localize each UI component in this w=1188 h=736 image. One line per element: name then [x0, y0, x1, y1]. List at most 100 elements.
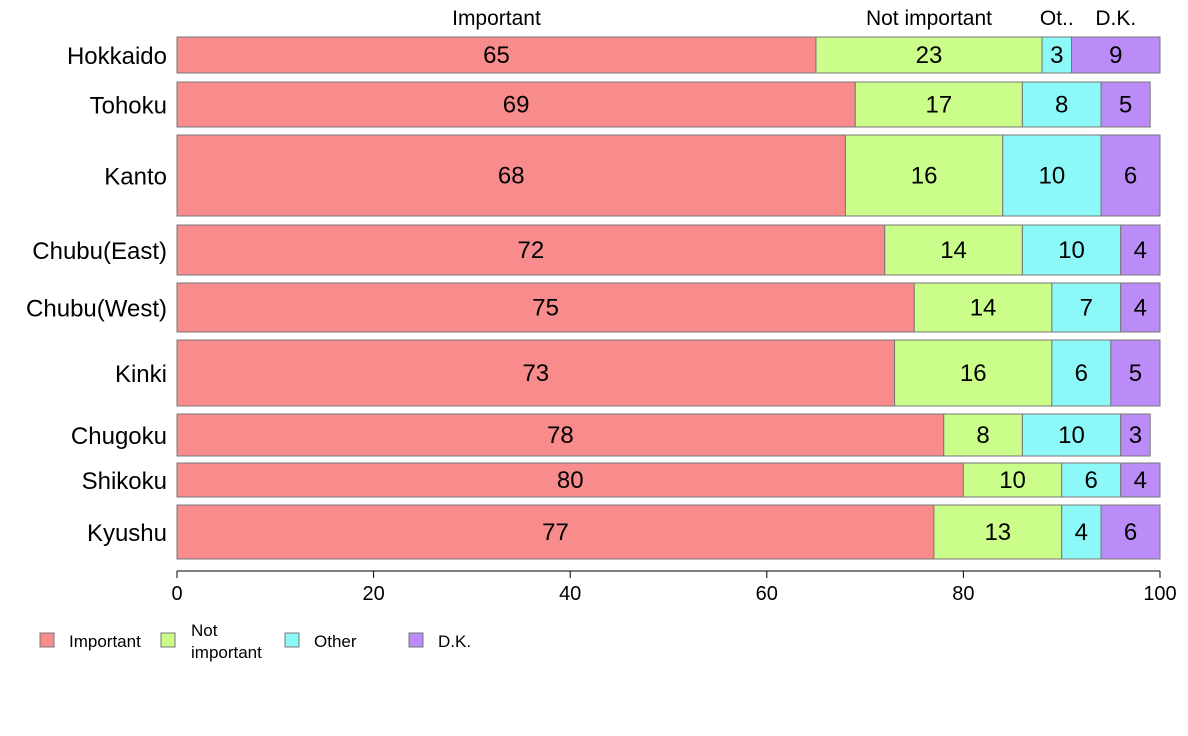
bar-kyushu-not-important	[933, 504, 1063, 560]
bar-chubu-west-not-important	[913, 282, 1053, 333]
legend-swatch-d-k	[408, 632, 424, 648]
data-label-chubu-east-important: 72	[518, 237, 545, 264]
x-tick-label: 80	[952, 583, 974, 605]
bar-kinki-important	[176, 339, 896, 407]
x-tick-label: 0	[171, 583, 182, 605]
bar-hokkaido-not-important	[815, 36, 1043, 74]
legend-label-other: Other	[314, 632, 357, 651]
data-label-kinki-d-k: 5	[1129, 360, 1142, 387]
legend: Important Not important Other D.K.	[39, 621, 471, 662]
bar-kanto-d-k	[1100, 134, 1161, 217]
bar-kyushu-d-k	[1100, 504, 1161, 560]
legend-label-not-important: Not important	[191, 621, 262, 662]
data-label-shikoku-not-important: 10	[999, 467, 1026, 494]
data-label-tohoku-other: 8	[1055, 92, 1068, 119]
legend-item-not-important: Not important	[160, 621, 262, 662]
bar-kanto-not-important	[844, 134, 1004, 217]
column-header-d-k: D.K.	[1095, 7, 1136, 30]
data-label-chubu-west-important: 75	[532, 295, 559, 322]
data-label-tohoku-important: 69	[503, 92, 530, 119]
data-label-shikoku-d-k: 4	[1134, 467, 1147, 494]
category-label-chubu-east: Chubu(East)	[32, 238, 167, 265]
data-label-hokkaido-not-important: 23	[916, 42, 943, 69]
category-label-hokkaido: Hokkaido	[67, 43, 167, 70]
column-header-important: Important	[452, 7, 541, 30]
legend-label-d-k: D.K.	[438, 632, 471, 651]
bar-chubu-east-not-important	[884, 224, 1023, 276]
category-labels: Hokkaido Tohoku Kanto Chubu(East) Chubu(West…	[26, 43, 167, 547]
bar-chubu-east-important	[176, 224, 886, 276]
bar-hokkaido-d-k	[1071, 36, 1161, 74]
data-label-tohoku-d-k: 5	[1119, 92, 1132, 119]
bar-kinki-not-important	[894, 339, 1053, 407]
data-label-kyushu-important: 77	[542, 519, 569, 546]
bar-tohoku-other	[1021, 81, 1102, 128]
column-header-ot: Ot..	[1040, 7, 1074, 30]
column-header-not-important: Not important	[866, 7, 992, 30]
data-label-chubu-west-not-important: 14	[970, 295, 997, 322]
data-label-kyushu-not-important: 13	[984, 519, 1011, 546]
bar-hokkaido-other	[1041, 36, 1073, 74]
data-label-chugoku-other: 10	[1058, 422, 1085, 449]
data-label-kinki-important: 73	[522, 360, 549, 387]
bar-tohoku-d-k	[1100, 81, 1151, 128]
data-label-tohoku-not-important: 17	[925, 92, 952, 119]
bar-tohoku-important	[176, 81, 856, 128]
x-tick-label: 60	[756, 583, 778, 605]
legend-item-d-k: D.K.	[408, 632, 471, 651]
bar-kinki-other	[1051, 339, 1112, 407]
category-label-kanto: Kanto	[104, 164, 167, 191]
legend-label-important: Important	[69, 632, 141, 651]
data-label-chubu-east-d-k: 4	[1134, 237, 1147, 264]
data-label-chugoku-d-k: 3	[1129, 422, 1142, 449]
legend-swatch-important	[39, 632, 55, 648]
category-label-tohoku: Tohoku	[90, 93, 167, 120]
x-tick-label: 40	[559, 583, 581, 605]
bar-kinki-d-k	[1110, 339, 1161, 407]
bar-kanto-important	[176, 134, 846, 217]
data-label-chubu-east-other: 10	[1058, 237, 1085, 264]
data-label-kanto-important: 68	[498, 163, 525, 190]
bar-hokkaido-important	[176, 36, 817, 74]
bar-shikoku-other	[1061, 462, 1122, 498]
data-label-kanto-other: 10	[1039, 163, 1066, 190]
data-label-hokkaido-d-k: 9	[1109, 42, 1122, 69]
bar-chubu-west-other	[1051, 282, 1122, 333]
x-tick-label: 100	[1143, 583, 1176, 605]
legend-item-other: Other	[284, 632, 357, 651]
data-label-shikoku-other: 6	[1085, 467, 1098, 494]
data-label-chugoku-not-important: 8	[976, 422, 989, 449]
category-label-kyushu: Kyushu	[87, 520, 167, 547]
bar-shikoku-d-k	[1120, 462, 1161, 498]
bars: 65 23 3 969 17 8 568 16 10 672 14 10 475 14 7 473 16 6 578…	[176, 36, 1161, 560]
bar-shikoku-important	[176, 462, 964, 498]
bar-chubu-west-d-k	[1120, 282, 1161, 333]
legend-item-important: Important	[39, 632, 141, 651]
data-label-chubu-west-d-k: 4	[1134, 295, 1147, 322]
data-label-chubu-east-not-important: 14	[940, 237, 967, 264]
category-label-chugoku: Chugoku	[71, 423, 167, 450]
data-label-chubu-west-other: 7	[1080, 295, 1093, 322]
legend-swatch-other	[284, 632, 300, 648]
data-label-kinki-other: 6	[1075, 360, 1088, 387]
category-label-chubu-west: Chubu(West)	[26, 296, 167, 323]
x-tick-label: 20	[362, 583, 384, 605]
bar-tohoku-not-important	[854, 81, 1023, 128]
bar-chubu-east-d-k	[1120, 224, 1161, 276]
bar-kyushu-other	[1061, 504, 1102, 560]
data-label-chugoku-important: 78	[547, 422, 574, 449]
bar-chugoku-important	[176, 413, 945, 457]
x-axis: 0 20 40 60 80 100	[171, 570, 1177, 605]
legend-swatch-not-important	[160, 632, 176, 648]
category-label-kinki: Kinki	[115, 361, 167, 388]
category-label-shikoku: Shikoku	[82, 468, 167, 495]
data-label-kinki-not-important: 16	[960, 360, 987, 387]
bar-chubu-west-important	[176, 282, 915, 333]
data-label-kyushu-other: 4	[1075, 519, 1088, 546]
data-label-hokkaido-other: 3	[1050, 42, 1063, 69]
column-headers: Important Not important Ot.. D.K.	[452, 7, 1136, 30]
data-label-shikoku-important: 80	[557, 467, 584, 494]
data-label-hokkaido-important: 65	[483, 42, 510, 69]
data-label-kanto-d-k: 6	[1124, 163, 1137, 190]
